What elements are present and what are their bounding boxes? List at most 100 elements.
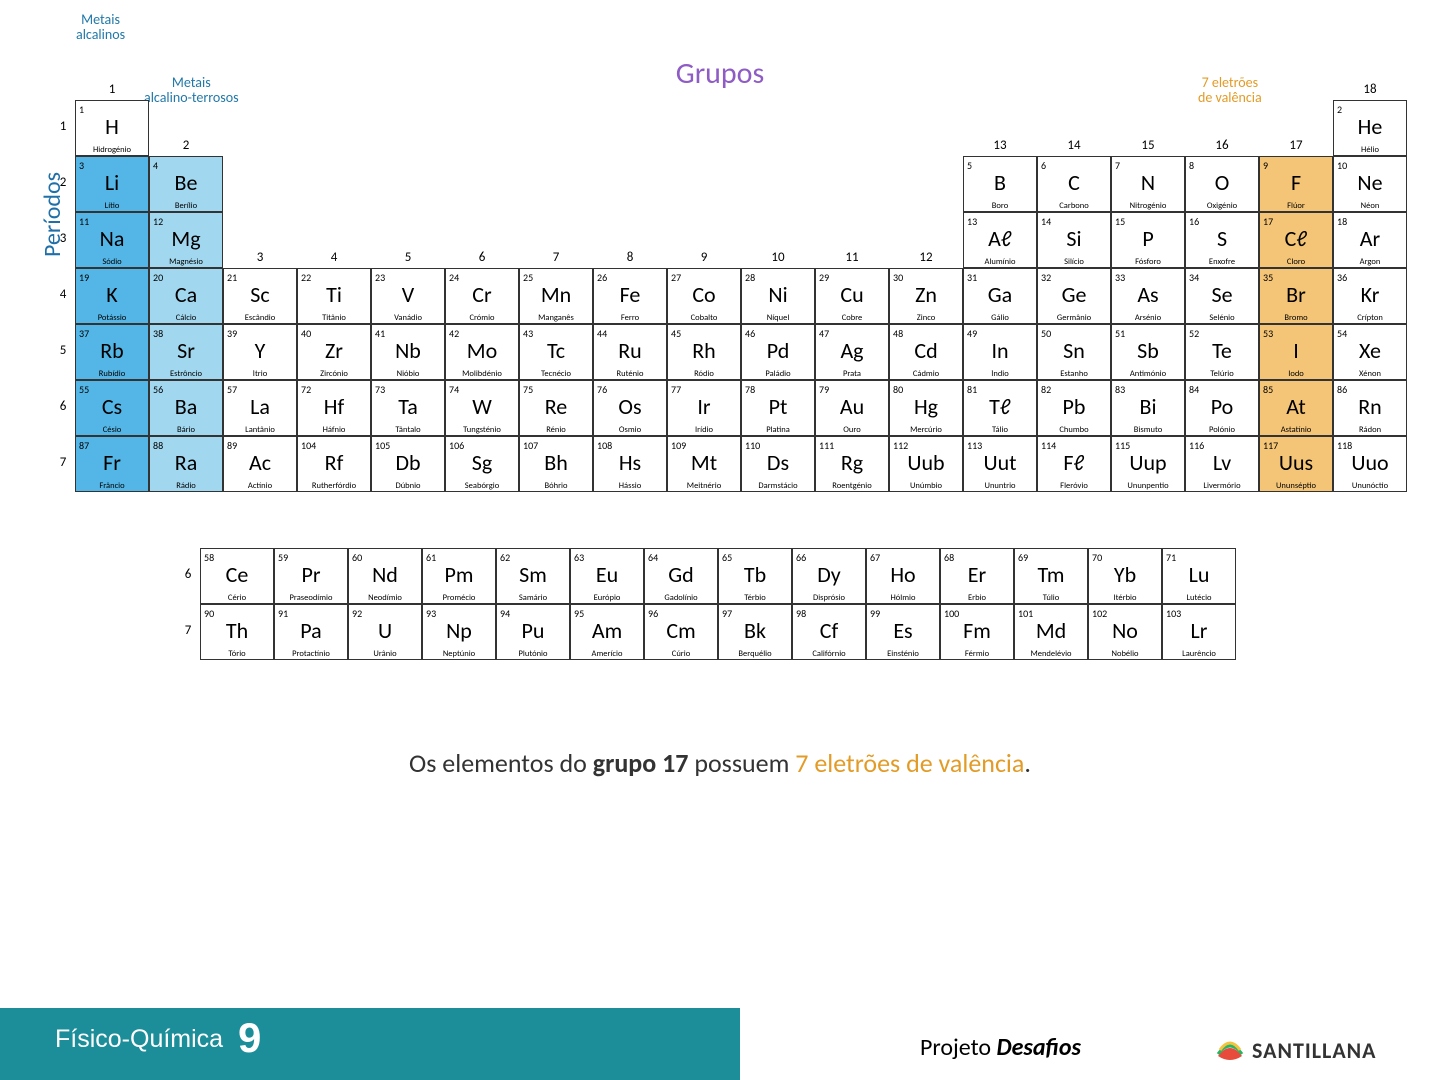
footer-projeto-2: Desafios — [996, 1033, 1080, 1062]
fact-text-before: Os elementos do — [409, 747, 593, 779]
element-symbol: Ac — [224, 449, 296, 476]
element-Ge: 32GeGermânio — [1037, 268, 1111, 324]
element-name: Protactínio — [275, 650, 347, 659]
element-name: Roentgénio — [816, 482, 888, 491]
element-name: Antimónio — [1112, 370, 1184, 379]
element-symbol: Si — [1038, 225, 1110, 252]
element-symbol: S — [1186, 225, 1258, 252]
element-name: Boro — [964, 202, 1036, 211]
element-Co: 27CoCobalto — [667, 268, 741, 324]
element-name: Frâncio — [76, 482, 148, 491]
element-name: Mendelévio — [1015, 650, 1087, 659]
element-K: 19KPotássio — [75, 268, 149, 324]
element-Fm: 100FmFérmio — [940, 604, 1014, 660]
element-symbol: Cs — [76, 393, 148, 420]
element-Se: 34SeSelénio — [1185, 268, 1259, 324]
element-Sn: 50SnEstanho — [1037, 324, 1111, 380]
element-name: Nitrogénio — [1112, 202, 1184, 211]
element-name: Tório — [201, 650, 273, 659]
element-F: 9FFlúor — [1259, 156, 1333, 212]
element-symbol: Bi — [1112, 393, 1184, 420]
element-symbol: Ce — [201, 561, 273, 588]
element-Tb: 65TbTérbio — [718, 548, 792, 604]
element-Hs: 108HsHássio — [593, 436, 667, 492]
element-name: Califórnio — [793, 650, 865, 659]
group-number-7: 7 — [519, 250, 593, 265]
element-name: Túlio — [1015, 594, 1087, 603]
element-symbol: Zn — [890, 281, 962, 308]
element-Ti: 22TiTitânio — [297, 268, 371, 324]
element-name: Meitnério — [668, 482, 740, 491]
element-Re: 75ReRénio — [519, 380, 593, 436]
element-name: Nobélio — [1089, 650, 1161, 659]
element-name: Cúrio — [645, 650, 717, 659]
element-Pr: 59PrPraseodímio — [274, 548, 348, 604]
element-N: 7NNitrogénio — [1111, 156, 1185, 212]
element-symbol: Fr — [76, 449, 148, 476]
element-Sb: 51SbAntimónio — [1111, 324, 1185, 380]
element-Ra: 88RaRádio — [149, 436, 223, 492]
element-name: Dúbnio — [372, 482, 444, 491]
element-name: Bário — [150, 426, 222, 435]
element-Pb: 82PbChumbo — [1037, 380, 1111, 436]
element-Ne: 10NeNéon — [1333, 156, 1407, 212]
element-name: Rádio — [150, 482, 222, 491]
element-symbol: He — [1334, 113, 1406, 140]
element-symbol: Aℓ — [964, 225, 1036, 252]
element-name: Telúrio — [1186, 370, 1258, 379]
element-symbol: Ra — [150, 449, 222, 476]
element-name: Cálcio — [150, 314, 222, 323]
group-number-1: 1 — [75, 82, 149, 97]
element-name: Selénio — [1186, 314, 1258, 323]
period-number-5: 5 — [53, 343, 73, 358]
element-name: Háfnio — [298, 426, 370, 435]
element-name: Rénio — [520, 426, 592, 435]
element-name: Livermório — [1186, 482, 1258, 491]
element-Rg: 111RgRoentgénio — [815, 436, 889, 492]
element-symbol: Ba — [150, 393, 222, 420]
element-symbol: Hf — [298, 393, 370, 420]
footer-santillana-text: SANTILLANA — [1252, 1037, 1376, 1064]
element-name: Hássio — [594, 482, 666, 491]
element-Fℓ: 114FℓFleróvio — [1037, 436, 1111, 492]
element-symbol: Uut — [964, 449, 1036, 476]
element-symbol: Kr — [1334, 281, 1406, 308]
element-symbol: Rb — [76, 337, 148, 364]
element-La: 57LaLantânio — [223, 380, 297, 436]
element-name: Ródio — [668, 370, 740, 379]
label-7-eletroes: 7 eletrõesde valência — [1198, 75, 1262, 106]
element-symbol: Rh — [668, 337, 740, 364]
element-name: Rubídio — [76, 370, 148, 379]
element-symbol: Sb — [1112, 337, 1184, 364]
element-Ho: 67HoHólmio — [866, 548, 940, 604]
element-symbol: Se — [1186, 281, 1258, 308]
element-Th: 90ThTório — [200, 604, 274, 660]
element-symbol: Pd — [742, 337, 814, 364]
element-C: 6CCarbono — [1037, 156, 1111, 212]
period-number-4: 4 — [53, 287, 73, 302]
element-symbol: Ru — [594, 337, 666, 364]
element-Eu: 63EuEurópio — [570, 548, 644, 604]
element-symbol: Tm — [1015, 561, 1087, 588]
element-name: Ítrio — [224, 370, 296, 379]
lan-row-label-6: 6 — [178, 567, 198, 582]
element-Cu: 29CuCobre — [815, 268, 889, 324]
element-In: 49InÍndio — [963, 324, 1037, 380]
element-symbol: Zr — [298, 337, 370, 364]
element-symbol: Y — [224, 337, 296, 364]
element-name: Tecnécio — [520, 370, 592, 379]
element-Zn: 30ZnZinco — [889, 268, 963, 324]
group-number-6: 6 — [445, 250, 519, 265]
element-symbol: Ho — [867, 561, 939, 588]
element-symbol: Ga — [964, 281, 1036, 308]
element-symbol: V — [372, 281, 444, 308]
element-Cf: 98CfCalifórnio — [792, 604, 866, 660]
element-name: Chumbo — [1038, 426, 1110, 435]
element-Li: 3LiLítio — [75, 156, 149, 212]
element-Na: 11NaSódio — [75, 212, 149, 268]
group-number-5: 5 — [371, 250, 445, 265]
element-symbol: Np — [423, 617, 495, 644]
period-number-3: 3 — [53, 231, 73, 246]
element-name: Térbio — [719, 594, 791, 603]
footer-projeto: Projeto Desafios — [920, 1033, 1081, 1062]
